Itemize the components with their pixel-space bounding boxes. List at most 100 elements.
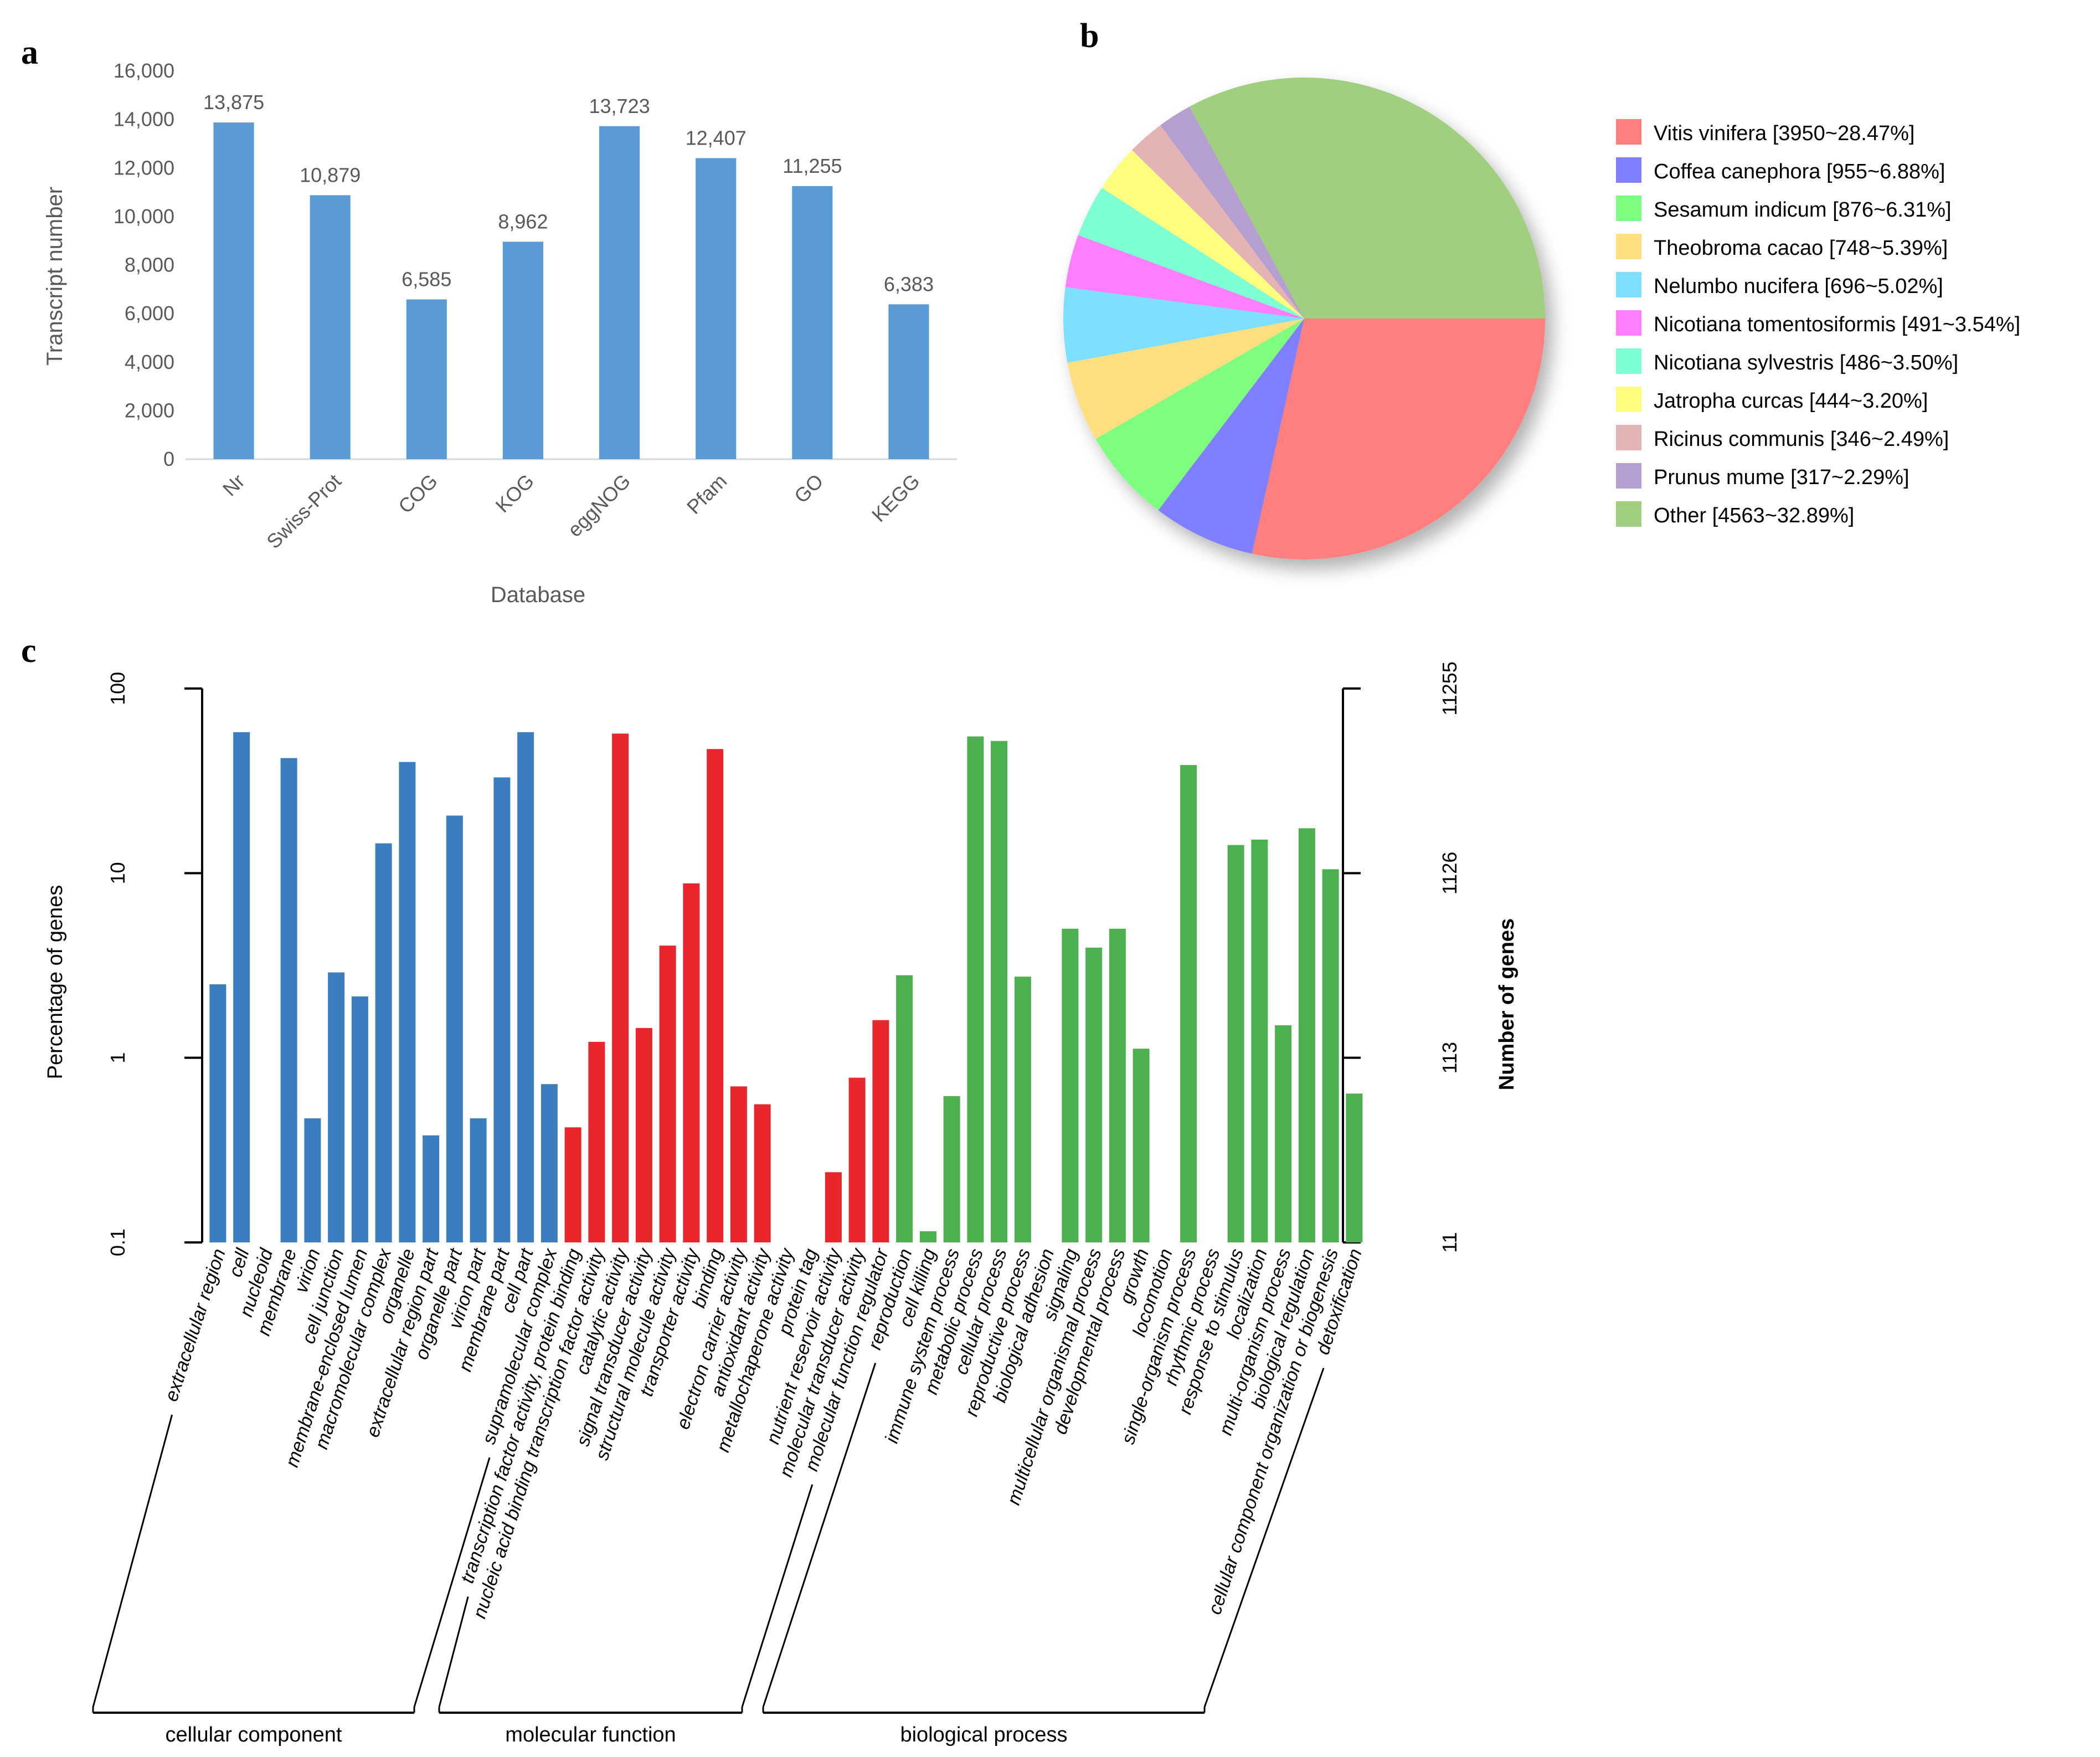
group-label: molecular function (505, 1723, 676, 1746)
legend-swatch-2 (1616, 196, 1641, 221)
legend-entry: Nicotiana tomentosiformis [491~3.54%] (1654, 313, 2020, 336)
go-bar (1062, 928, 1079, 1242)
pie-slice-6 (1078, 188, 1304, 318)
left-tick-label: 1 (106, 1052, 129, 1064)
legend-entry: Sesamum indicum [876~6.31%] (1654, 198, 1952, 222)
go-bar (943, 1096, 960, 1242)
legend-swatch-9 (1616, 463, 1641, 489)
right-axis-title: Number of genes (1495, 918, 1519, 1090)
y-tick-label: 8,000 (125, 254, 174, 276)
legend-swatch-0 (1616, 119, 1641, 145)
go-bar (351, 996, 368, 1242)
right-tick-label: 11255 (1438, 661, 1461, 715)
go-bar (754, 1104, 771, 1242)
legend-swatch-4 (1616, 272, 1641, 297)
go-bar (612, 733, 629, 1242)
y-tick-label: 12,000 (114, 156, 174, 179)
go-bar (730, 1086, 747, 1242)
go-bar (707, 749, 724, 1242)
go-bar (375, 843, 392, 1242)
go-bar (328, 972, 345, 1242)
pie-slice-9 (1160, 106, 1304, 319)
bar-kog (502, 242, 544, 459)
group-bracket-right (413, 1457, 491, 1708)
bar-value-label: 13,723 (589, 95, 650, 117)
go-bar (564, 1127, 581, 1242)
pie-slice-7 (1102, 150, 1304, 318)
go-bar (233, 732, 250, 1242)
right-tick-label: 1126 (1438, 852, 1461, 895)
right-tick-label: 11 (1438, 1232, 1461, 1252)
group-label: biological process (900, 1723, 1067, 1746)
group-bracket-right (1203, 1368, 1325, 1708)
go-bar (1133, 1049, 1150, 1242)
legend-swatch-6 (1616, 348, 1641, 374)
y-tick-label: 0 (163, 448, 174, 470)
go-bar (280, 758, 297, 1242)
group-label: cellular component (166, 1723, 342, 1746)
go-bar (1180, 765, 1197, 1242)
go-bar (659, 946, 676, 1242)
go-bar (1085, 947, 1103, 1242)
go-bar (683, 883, 700, 1242)
go-bar (493, 777, 511, 1242)
y-tick-label: 16,000 (114, 59, 174, 82)
y-axis-title: Transcript number (43, 187, 67, 366)
x-tick-label: Pfam (682, 470, 731, 518)
legend-swatch-8 (1616, 425, 1641, 450)
legend-swatch-10 (1616, 501, 1641, 527)
bar-pfam (696, 158, 737, 459)
go-bar (1251, 839, 1268, 1242)
pie-slice-1 (1158, 318, 1304, 554)
chart-b: Vitis vinifera [3950~28.47%] Coffea canep… (1063, 78, 2020, 560)
go-bar (1346, 1093, 1363, 1242)
pie-slice-8 (1131, 125, 1304, 319)
go-bar (919, 1231, 936, 1242)
legend-swatch-7 (1616, 387, 1641, 412)
bar-swiss-prot (310, 195, 351, 459)
legend-swatch-3 (1616, 234, 1641, 259)
go-bar (991, 741, 1008, 1242)
go-bar (1322, 869, 1339, 1242)
go-bar (896, 975, 913, 1242)
bar-eggnog (599, 126, 640, 460)
go-bar (1014, 977, 1031, 1242)
go-bar (1227, 845, 1244, 1242)
legend-entry: Nicotiana sylvestris [486~3.50%] (1654, 351, 1958, 374)
panel-label-b: b (1080, 17, 1099, 55)
bar-value-label: 8,962 (498, 210, 548, 233)
bar-value-label: 6,585 (402, 268, 451, 290)
legend-entry: Nelumbo nucifera [696~5.02%] (1654, 275, 1943, 298)
go-term-label: extracellular region (161, 1246, 230, 1404)
bar-cog (406, 299, 447, 459)
go-bar (588, 1041, 605, 1242)
group-bracket-left (438, 1596, 469, 1708)
y-tick-label: 4,000 (125, 351, 174, 373)
go-bar (1109, 928, 1126, 1242)
go-bar (1298, 828, 1315, 1242)
left-axis-title: Percentage of genes (44, 885, 67, 1080)
bar-value-label: 10,879 (300, 163, 361, 186)
legend-entry: Prunus mume [317~2.29%] (1654, 466, 1909, 489)
go-bar (399, 762, 416, 1242)
go-bar (470, 1118, 487, 1242)
bar-nr (213, 122, 254, 459)
bar-go (792, 186, 833, 459)
go-bar (825, 1172, 842, 1242)
bar-value-label: 6,383 (884, 273, 934, 295)
go-bar (423, 1135, 440, 1242)
y-tick-label: 6,000 (125, 302, 174, 325)
go-bar (541, 1084, 558, 1242)
legend-swatch-5 (1616, 310, 1641, 336)
x-tick-label: Swiss-Prot (262, 470, 346, 553)
go-bar (209, 984, 227, 1242)
left-tick-label: 0.1 (106, 1229, 129, 1256)
legend-entry: Coffea canephora [955~6.88%] (1654, 160, 1945, 183)
bar-value-label: 12,407 (686, 126, 747, 149)
pie-slice-10 (1189, 78, 1545, 318)
go-bar (848, 1077, 866, 1242)
go-bar (967, 736, 984, 1242)
group-bracket-left (762, 1363, 877, 1708)
